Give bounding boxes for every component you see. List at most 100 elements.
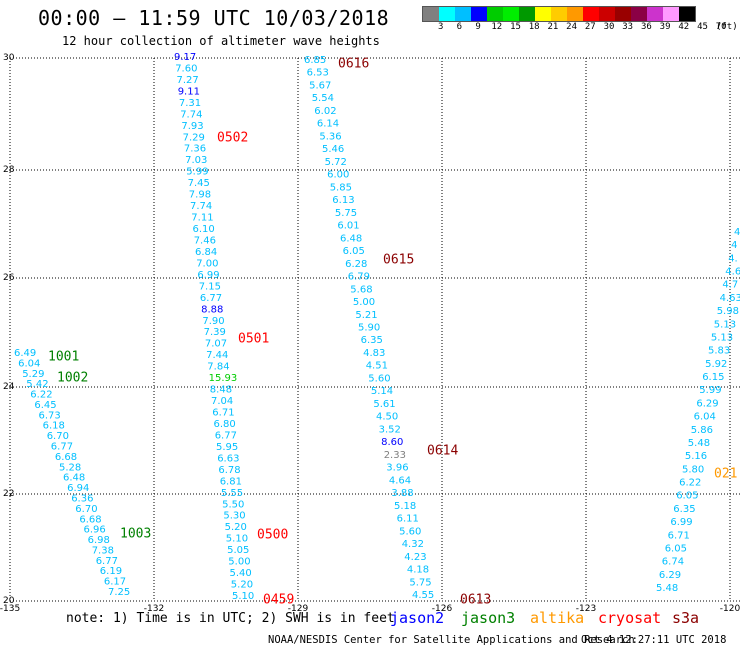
wave-height-value: 6.49 xyxy=(14,348,36,359)
color-swatch xyxy=(647,7,663,21)
page-subtitle: 12 hour collection of altimeter wave hei… xyxy=(62,34,380,48)
wave-height-value: 4.6 xyxy=(725,267,740,278)
wave-height-value: 6.35 xyxy=(361,335,383,346)
wave-height-value: 6.14 xyxy=(317,119,339,130)
wave-height-value: 6.99 xyxy=(670,517,692,528)
wave-height-value: 3.96 xyxy=(386,463,408,474)
wave-height-value: 7.07 xyxy=(205,339,227,350)
wave-height-value: 5.10 xyxy=(226,534,248,545)
wave-height-value: 6.00 xyxy=(327,170,349,181)
color-swatch xyxy=(455,7,471,21)
wave-height-value: 7.36 xyxy=(184,144,206,155)
track-time-label: 1002 xyxy=(57,371,88,386)
color-swatch xyxy=(679,7,695,21)
wave-height-value: 6.05 xyxy=(676,491,698,502)
wave-height-value: 6.48 xyxy=(340,233,362,244)
wave-height-value: 5.13 xyxy=(711,333,733,344)
wave-height-value: 3.88 xyxy=(391,488,413,499)
wave-height-value: 6.77 xyxy=(200,293,222,304)
lon-label: -120 xyxy=(720,604,740,614)
color-scale-label: 36 xyxy=(640,22,652,32)
wave-height-value: 8.60 xyxy=(381,437,403,448)
wave-height-value: 5.42 xyxy=(26,379,48,390)
wave-height-value: 5.90 xyxy=(358,323,380,334)
wave-height-value: 6.71 xyxy=(668,530,690,541)
wave-height-value: 8.48 xyxy=(210,385,232,396)
track-time-label: 0501 xyxy=(238,332,269,347)
wave-height-value: 6.04 xyxy=(18,358,40,369)
wave-height-value: 6.73 xyxy=(39,410,61,421)
color-swatch xyxy=(631,7,647,21)
wave-height-value: 6.22 xyxy=(679,478,701,489)
wave-height-value: 5.75 xyxy=(335,208,357,219)
wave-height-value: 5.55 xyxy=(221,488,243,499)
wave-height-value: 9.17 xyxy=(174,52,196,63)
track-time-label: 0459 xyxy=(263,593,294,608)
wave-height-value: 5.29 xyxy=(22,369,44,380)
track-time-label: 0615 xyxy=(383,253,414,268)
color-scale-label: 39 xyxy=(659,22,671,32)
wave-height-value: 4.32 xyxy=(402,539,424,550)
lat-label: 20 xyxy=(3,596,15,606)
wave-height-value: 6.53 xyxy=(307,68,329,79)
wave-height-value: 5.40 xyxy=(230,568,252,579)
wave-height-value: 6.48 xyxy=(63,473,85,484)
color-swatch xyxy=(535,7,551,21)
wave-height-value: 7.93 xyxy=(181,121,203,132)
wave-height-value: 4.51 xyxy=(366,361,388,372)
wave-height-value: 5.72 xyxy=(325,157,347,168)
wave-height-value: 15.93 xyxy=(209,373,238,384)
wave-height-value: 5.21 xyxy=(355,310,377,321)
wave-height-value: 5.48 xyxy=(688,438,710,449)
wave-height-value: 6.96 xyxy=(84,525,106,536)
wave-height-value: 6.70 xyxy=(75,504,97,515)
color-swatch xyxy=(519,7,535,21)
wave-height-value: 6.98 xyxy=(88,535,110,546)
color-scale-label: 15 xyxy=(510,22,521,32)
wave-height-value: 6.36 xyxy=(71,494,93,505)
wave-height-value: 5.20 xyxy=(231,580,253,591)
wave-height-value: 5.30 xyxy=(223,511,245,522)
wave-height-value: 6.77 xyxy=(51,442,73,453)
legend-jason3: jason3 xyxy=(461,609,516,627)
lon-label: -132 xyxy=(144,604,164,614)
wave-height-value: 5.98 xyxy=(717,306,739,317)
wave-height-value: 6.85 xyxy=(304,55,326,66)
wave-height-value: 6.80 xyxy=(214,419,236,430)
wave-height-value: 5.61 xyxy=(373,399,395,410)
wave-height-value: 5.86 xyxy=(691,425,713,436)
wave-height-value: 7.98 xyxy=(189,190,211,201)
wave-height-value: 7.00 xyxy=(196,258,218,269)
wave-height-value: 5.10 xyxy=(232,591,254,602)
wave-height-value: 5.50 xyxy=(222,499,244,510)
wave-height-value: 4.23 xyxy=(404,552,426,563)
wave-height-value: 9.11 xyxy=(178,86,200,97)
wave-height-value: 5.20 xyxy=(225,522,247,533)
legend-altika: altika xyxy=(530,609,585,627)
wave-height-value: 7.04 xyxy=(211,396,233,407)
wave-height-value: 5.80 xyxy=(682,464,704,475)
color-swatch xyxy=(567,7,583,21)
wave-height-value: 5.00 xyxy=(228,557,250,568)
lon-label: -129 xyxy=(288,604,309,614)
wave-height-value: 7.74 xyxy=(190,201,212,212)
wave-height-value: 6.74 xyxy=(662,557,684,568)
track-time-label: 0502 xyxy=(217,131,248,146)
wave-height-value: 5.13 xyxy=(714,319,736,330)
wave-height-value: 4 xyxy=(731,240,737,251)
wave-height-value: 5.28 xyxy=(59,462,81,473)
track-time-label: 0500 xyxy=(257,528,288,543)
color-scale-label: 70 xyxy=(715,22,727,32)
wave-height-value: 6.79 xyxy=(348,272,370,283)
lon-label: -123 xyxy=(576,604,596,614)
wave-height-value: 6.29 xyxy=(659,570,681,581)
color-swatch xyxy=(503,7,519,21)
legend-cryosat: cryosat xyxy=(598,609,662,627)
color-scale-label: 9 xyxy=(475,22,481,32)
wave-height-value: 7.74 xyxy=(180,109,202,120)
wave-height-value: 6.77 xyxy=(96,556,118,567)
wave-height-value: 7.31 xyxy=(179,98,201,109)
page-title: 00:00 – 11:59 UTC 10/03/2018 xyxy=(38,6,390,30)
wave-height-value: 6.22 xyxy=(30,390,52,401)
